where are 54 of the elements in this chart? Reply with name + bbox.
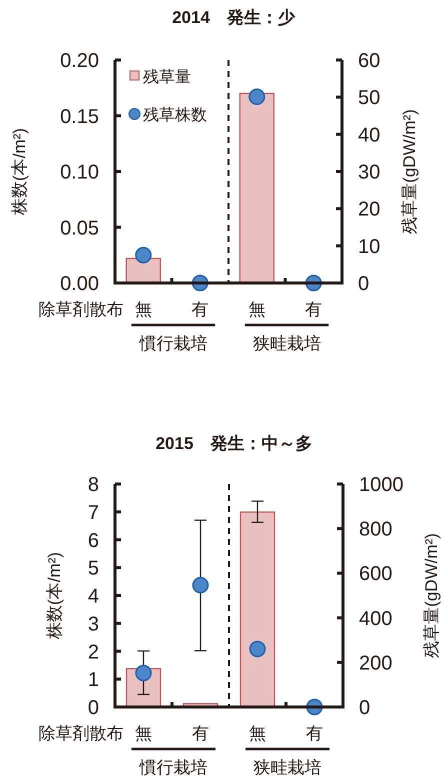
y2-tick-label: 0 xyxy=(359,697,370,719)
y-tick-label: 3 xyxy=(88,613,99,636)
y2-tick-label: 50 xyxy=(358,87,380,110)
y-tick-label: 7 xyxy=(88,502,99,524)
y-tick-label: 1 xyxy=(88,669,99,692)
y-tick-label: 6 xyxy=(88,530,99,552)
x-tick-label: 無 xyxy=(248,300,266,319)
point xyxy=(135,246,152,264)
y-tick-label: 0.10 xyxy=(60,162,99,184)
y2-tick-label: 1000 xyxy=(359,474,404,496)
point xyxy=(249,640,266,658)
y2-tick-label: 600 xyxy=(359,563,392,586)
x-axis-title: 除草剤散布 xyxy=(38,724,124,743)
y-tick-label: 4 xyxy=(88,586,99,608)
chart-title: 2015 発生：中～多 xyxy=(156,434,312,453)
y2-tick-label: 20 xyxy=(358,198,380,221)
point xyxy=(192,576,209,594)
y-tick-label: 0.00 xyxy=(60,273,99,295)
point xyxy=(248,88,266,106)
x-tick-label: 有 xyxy=(305,300,322,319)
y2-tick-label: 800 xyxy=(359,518,392,541)
chart-title: 2014 発生：少 xyxy=(172,8,296,27)
y-tick-label: 0.15 xyxy=(60,106,99,128)
x-tick-label: 有 xyxy=(192,724,209,743)
x-tick-label: 有 xyxy=(306,724,323,743)
text: 慣行栽培 xyxy=(138,758,208,777)
x-tick-label: 無 xyxy=(249,724,266,743)
y-tick-label: 0.20 xyxy=(60,50,99,72)
legend-label: 残草量 xyxy=(143,68,191,86)
y2-tick-label: 0 xyxy=(358,273,370,295)
point xyxy=(135,664,152,682)
x-axis-title: 除草剤散布 xyxy=(38,300,124,319)
text: 慣行栽培 xyxy=(138,334,208,353)
y2-tick-label: 40 xyxy=(358,124,380,146)
y-axis-title: 株数(本/m²) xyxy=(45,552,64,640)
x-tick-label: 有 xyxy=(192,300,209,319)
legend-label: 残草株数 xyxy=(143,106,207,124)
y2-tick-label: 10 xyxy=(358,236,380,258)
text: 狭畦栽培 xyxy=(252,334,321,353)
y-tick-label: 5 xyxy=(88,558,99,580)
x-tick-label: 無 xyxy=(135,724,152,743)
y2-axis-title: 残草量(gDW/m²) xyxy=(422,533,441,658)
text: 狭畦栽培 xyxy=(254,758,322,777)
x-tick-label: 無 xyxy=(134,300,152,319)
y2-axis-title: 残草量(gDW/m²) xyxy=(400,109,419,234)
y-tick-label: 0.05 xyxy=(60,217,99,240)
y2-tick-label: 200 xyxy=(359,652,392,674)
y2-tick-label: 400 xyxy=(359,608,392,630)
y2-tick-label: 30 xyxy=(358,162,380,184)
y2-tick-label: 60 xyxy=(358,50,380,72)
y-tick-label: 8 xyxy=(88,474,99,496)
y-tick-label: 2 xyxy=(88,641,99,664)
y-axis-title: 株数(本/m²) xyxy=(10,128,29,216)
y-tick-label: 0 xyxy=(88,697,99,719)
